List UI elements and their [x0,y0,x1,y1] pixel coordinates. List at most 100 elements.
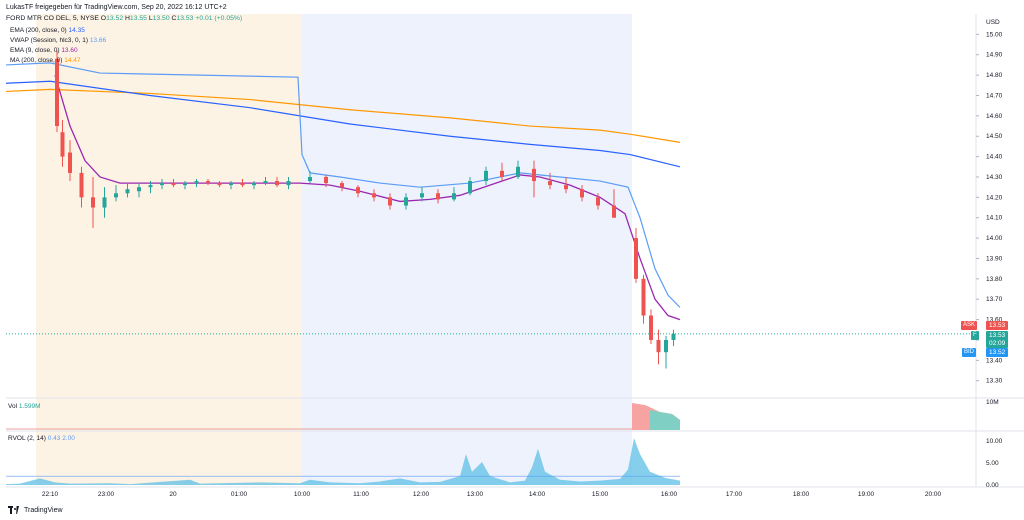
legend-vwap-value: 13.66 [89,37,107,44]
y-tick-label: 13.40 [986,357,1003,364]
legend-ma200-label: MA (200, close, 0) [10,57,63,64]
rvol-value-1: 0.43 [47,435,61,442]
candle-body [671,333,676,340]
x-tick-label: 23:00 [98,491,115,498]
x-tick-label: 10:00 [294,491,311,498]
candle-body [137,187,141,192]
candle-body [548,181,552,186]
candle-body [60,132,65,157]
ema9-line [54,74,681,321]
candle-body [356,187,360,194]
tradingview-brand: TradingView [24,506,63,514]
high-value: 13.55 [129,15,147,22]
candle-body [240,183,245,186]
volume-legend[interactable]: Vol 1.599M [8,403,41,410]
legend-ema200-value: 14.35 [68,27,85,34]
x-tick-label: 18:00 [793,491,810,498]
candle-body [532,168,536,182]
candle-body [612,205,616,218]
session-premarket-bg [36,14,302,485]
ohlc-legend: FORD MTR CO DEL, 5, NYSE O13.52 H13.55 L… [6,15,242,22]
candle-body [634,238,638,279]
candle-body [91,197,95,208]
candle-body [148,185,153,188]
y-tick-label: 13.60 [986,317,1003,324]
candle-body [171,183,176,186]
candle-body [308,176,312,182]
candle-body [340,183,344,188]
x-tick-label: 01:00 [231,491,248,498]
f-tag-label: F [971,331,979,340]
rvol-legend[interactable]: RVOL (2, 14) 0.43 2.00 [8,435,75,442]
x-tick-label: 22:10 [42,491,59,498]
session-regular-bg [302,14,632,485]
legend-vwap-label: VWAP (Session, hlc3, 0, 1) [10,37,89,44]
candle-body [468,181,472,194]
tradingview-logo-icon [8,506,20,514]
bid-price-tag: 13.52 [986,348,1009,357]
candle-body [596,197,600,206]
rvol-tick-label: 0.00 [986,482,999,489]
candle-body [183,183,187,186]
y-tick-label: 14.70 [986,92,1003,99]
low-key: L [148,15,153,22]
candle-body [484,170,488,182]
x-tick-label: 11:00 [353,491,369,498]
candle-body [420,193,424,198]
y-tick-label: 13.90 [986,255,1003,262]
x-tick-label: 17:00 [726,491,743,498]
currency-label: USD [986,19,1000,26]
y-tick-label: 14.30 [986,174,1003,181]
ask-price-tag: 13.53 [986,321,1009,330]
volume-value: 1.599M [18,403,41,410]
candle-body [160,183,164,186]
legend-ema9[interactable]: EMA (9, close, 0) 13.60 [10,46,78,55]
vwap-line [5,62,681,308]
rvol-value-2: 2.00 [62,435,75,442]
legend-ema9-value: 13.60 [61,47,78,54]
candle-body [656,339,661,353]
legend-vwap[interactable]: VWAP (Session, hlc3, 0, 1) 13.66 [10,36,106,45]
candle-body [641,278,646,316]
ema200-line [5,80,681,168]
candle-body [114,193,118,198]
y-tick-label: 14.10 [986,215,1003,222]
candle-body [102,197,107,208]
volume-area-buy [650,410,680,430]
rvol-label: RVOL (2, 14) [8,435,46,442]
y-tick-label: 14.50 [986,133,1003,140]
last-price-tag: 13.53 [986,331,1009,340]
bar-countdown: 02:09 [986,339,1009,348]
close-key: C [171,15,177,22]
y-tick-label: 14.80 [986,72,1003,79]
candle-body [564,185,568,190]
candle-body [436,193,440,200]
candle-body [55,58,59,127]
x-tick-label: 16:00 [661,491,678,498]
low-value: 13.50 [152,15,170,22]
candle-body [580,189,584,198]
bid-tag-label: BID [962,348,977,357]
candle-body [372,193,376,198]
tradingview-footer[interactable]: TradingView [8,506,63,514]
rvol-tick-label: 5.00 [986,460,999,467]
candle-body [500,170,504,177]
candle-body [324,176,328,184]
candle-body [664,339,668,353]
legend-ema200[interactable]: EMA (200, close, 0) 14.35 [10,26,85,35]
rvol-area [6,438,680,485]
y-tick-label: 13.70 [986,296,1003,303]
open-key: O [100,15,107,22]
x-tick-label: 20 [169,491,177,498]
x-tick-label: 20:00 [925,491,942,498]
legend-ema9-label: EMA (9, close, 0) [10,47,60,54]
y-tick-label: 13.80 [986,276,1003,283]
legend-ma200[interactable]: MA (200, close, 0) 14.47 [10,56,80,65]
candle-body [68,152,72,173]
candle-body [229,183,233,186]
ask-tag-label: ASK [961,321,978,330]
legend-ema200-label: EMA (200, close, 0) [10,27,67,34]
candle-body [388,197,392,206]
candle-body [125,189,130,194]
